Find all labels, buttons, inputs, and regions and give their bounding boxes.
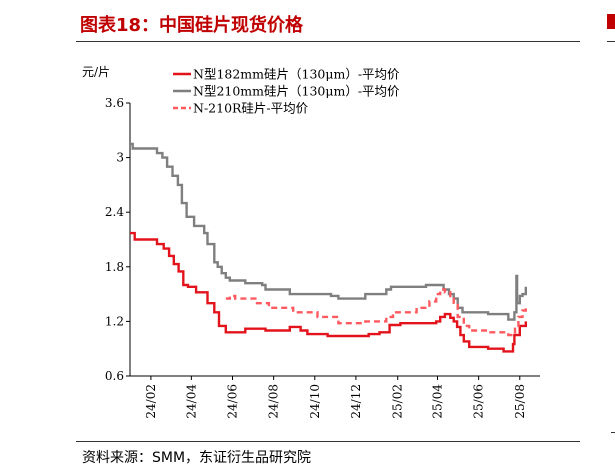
x-tick-label: 24/06 [226, 384, 240, 419]
x-tick-label: 24/02 [144, 384, 158, 419]
x-tick-label: 24/12 [349, 384, 363, 419]
x-tick-label: 24/10 [308, 384, 322, 419]
legend-label-3: N-210R硅片-平均价 [193, 101, 309, 116]
x-tick-label: 24/08 [267, 384, 281, 419]
x-tick-label: 25/08 [513, 384, 527, 419]
source-note: 资料来源：SMM，东证衍生品研究院 [82, 450, 312, 466]
x-tick-label: 25/04 [431, 384, 445, 419]
legend-label-2: N型210mm硅片（130μm）-平均价 [193, 84, 400, 99]
x-tick-label: 25/06 [472, 384, 486, 419]
legend: N型182mm硅片（130μm）-平均价 N型210mm硅片（130μm）-平均价… [173, 67, 400, 116]
series-line-1 [130, 231, 527, 353]
y-tick-label: 3 [116, 151, 124, 165]
x-tick-label: 25/02 [391, 384, 405, 419]
source-divider [76, 441, 580, 442]
figure-title: 图表18：中国硅片现货价格 [80, 15, 304, 36]
title-divider [76, 41, 580, 42]
y-tick-label: 2.4 [105, 205, 124, 219]
series-line-2 [130, 142, 527, 321]
y-tick-label: 1.8 [105, 260, 124, 274]
legend-label-1: N型182mm硅片（130μm）-平均价 [193, 67, 400, 82]
adjacent-figure-divider-fragment [607, 41, 615, 42]
y-tick-label: 3.6 [105, 96, 124, 110]
y-axis-label: 元/片 [82, 65, 110, 79]
series-layer [130, 142, 527, 353]
series-line-3 [225, 288, 527, 337]
adjacent-figure-rule-fragment [611, 432, 615, 433]
y-tick-label: 0.6 [105, 369, 124, 383]
x-tick-label: 24/04 [184, 384, 198, 419]
axes: 0.6 1.2 1.8 2.4 3 3.6 24/02 24/04 24/06 24/08 24/1… [105, 96, 540, 419]
adjacent-figure-title-fragment [607, 14, 615, 29]
y-tick-label: 1.2 [105, 314, 124, 328]
